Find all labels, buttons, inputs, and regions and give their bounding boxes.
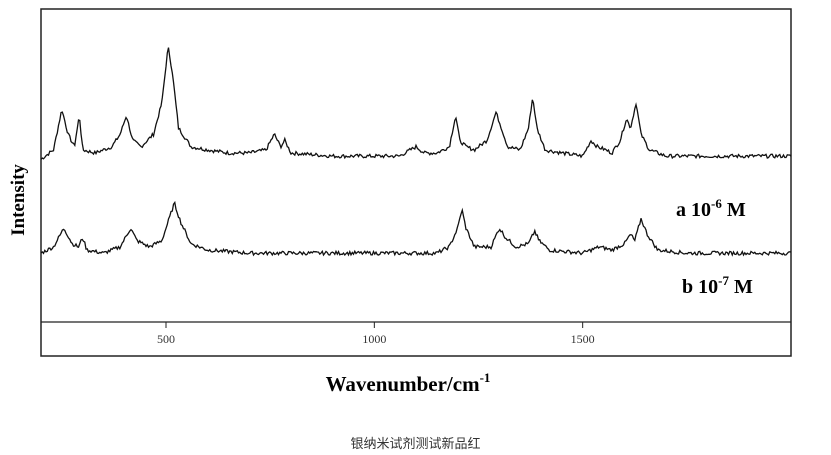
x-ticks: 500 1000 1500: [157, 322, 595, 346]
spectrum-chart: 500 1000 1500 a 10-6 M b 10-7 M Intensity …: [8, 8, 792, 396]
x-tick-label-500: 500: [157, 332, 175, 346]
y-axis-title: Intensity: [8, 164, 29, 236]
series-label-a: a 10-6 M: [676, 196, 746, 221]
x-axis-title: Wavenumber/cm-1: [326, 370, 491, 396]
x-tick-label-1000: 1000: [362, 332, 386, 346]
series-line-a: [40, 47, 792, 160]
figure-caption: 银纳米试剂测试新品红: [350, 437, 481, 452]
plot-frame: [40, 8, 792, 357]
series-line-b: [40, 200, 792, 257]
series-label-b: b 10-7 M: [682, 273, 753, 298]
series-lines: [40, 47, 792, 257]
x-tick-label-1500: 1500: [571, 332, 595, 346]
